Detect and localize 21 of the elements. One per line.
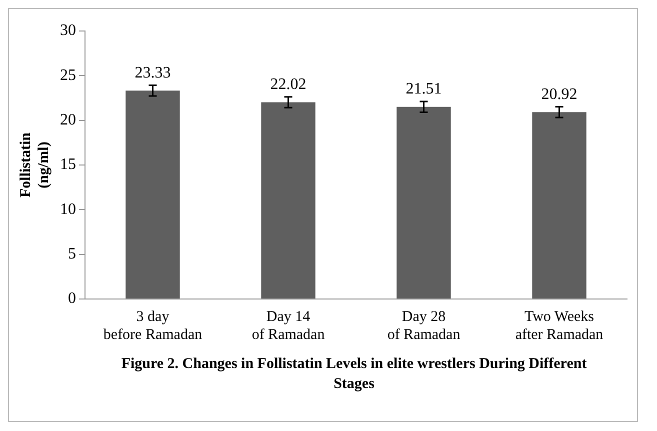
bar <box>532 112 586 298</box>
y-tick-label: 5 <box>68 246 76 263</box>
y-tick-label: 0 <box>68 290 76 308</box>
y-tick-label: 15 <box>60 156 76 174</box>
bar <box>126 90 180 298</box>
x-tick-label: 3 day before Ramadan <box>103 308 203 343</box>
text: Figure 2. Changes in Follistatin Levels in elite wrestlers During Different Stages <box>120 355 588 394</box>
y-tick-label: 20 <box>60 112 76 129</box>
bar <box>396 106 451 298</box>
y-tick-label: 30 <box>60 22 76 40</box>
data-label: 21.51 <box>406 80 442 98</box>
y-tick-label: 25 <box>60 66 76 84</box>
x-tick-label: Day 14 of Ramadan <box>252 308 326 343</box>
y-axis-title: Follistatin (ng/ml) <box>18 132 52 198</box>
data-label: 22.02 <box>270 76 306 94</box>
data-label: 23.33 <box>134 64 171 82</box>
x-tick-label: Day 28 of Ramadan <box>387 308 461 343</box>
data-label: 20.92 <box>541 86 578 103</box>
x-tick-label: Two Weeks after Ramadan <box>515 308 604 343</box>
y-tick-label: 10 <box>60 200 76 218</box>
bar <box>261 102 316 298</box>
